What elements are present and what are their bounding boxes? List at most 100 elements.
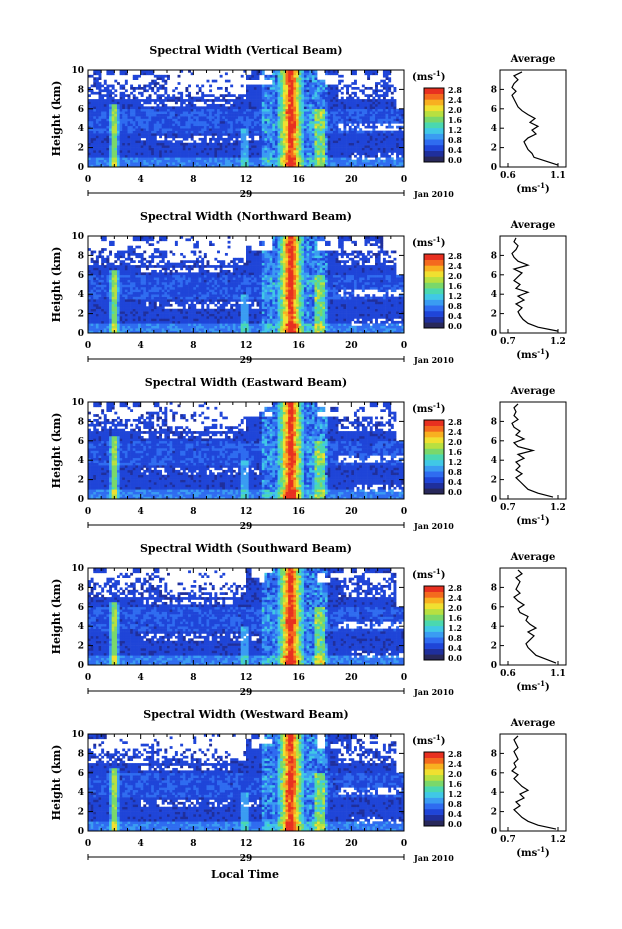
heatmap-cell [132, 135, 136, 139]
heatmap-cell [346, 130, 349, 134]
heatmap-cell [256, 164, 260, 168]
heatmap-cell [230, 111, 234, 114]
heatmap-cell [111, 118, 115, 122]
heatmap-cell [390, 91, 394, 95]
heatmap-cell [106, 255, 110, 259]
heatmap-cell [103, 103, 107, 107]
heatmap-cell [335, 113, 339, 117]
heatmap-cell [319, 113, 323, 117]
heatmap-cell [330, 72, 334, 76]
heatmap-cell [227, 106, 231, 110]
heatmap-cell [169, 130, 173, 134]
heatmap-cell [317, 147, 321, 151]
heatmap-cell [127, 157, 131, 161]
average-unit-base: (ms [516, 184, 537, 195]
heatmap-cell [222, 147, 226, 151]
heatmap-cell [198, 96, 202, 100]
heatmap-cell [98, 277, 102, 280]
heatmap-cell [145, 113, 149, 117]
heatmap-cell [177, 133, 181, 136]
heatmap-cell [385, 111, 389, 114]
heatmap-cell [317, 94, 321, 97]
heatmap-cell [143, 99, 147, 102]
heatmap-cell [367, 77, 371, 80]
heatmap-cell [167, 133, 170, 136]
heatmap-cell [174, 145, 178, 148]
heatmap-cell [351, 96, 355, 100]
heatmap-cell [377, 150, 381, 153]
heatmap-cell [377, 101, 381, 105]
heatmap-cell [348, 147, 352, 151]
heatmap-cell [388, 84, 392, 88]
heatmap-cell [380, 106, 384, 110]
heatmap-cell [106, 123, 110, 127]
heatmap-cell [145, 89, 149, 93]
heatmap-cell [327, 72, 331, 76]
heatmap-cell [161, 252, 165, 256]
heatmap-cell [130, 289, 134, 293]
heatmap-cell [256, 101, 260, 105]
heatmap-cell [172, 106, 176, 110]
heatmap-cell [130, 123, 134, 127]
heatmap-cell [259, 137, 263, 141]
heatmap-cell [93, 128, 97, 131]
heatmap-cell [138, 103, 141, 107]
heatmap-cell [132, 133, 136, 136]
heatmap-cell [222, 164, 226, 168]
heatmap-cell [259, 145, 263, 148]
heatmap-cell [98, 70, 102, 73]
heatmap-cell [298, 157, 302, 161]
heatmap-cell [161, 318, 165, 322]
heatmap-cell [132, 159, 136, 163]
heatmap-cell [88, 128, 91, 131]
heatmap-cell [164, 79, 168, 83]
heatmap-cell [322, 101, 326, 105]
heatmap-cell [375, 154, 378, 158]
heatmap-cell [188, 147, 191, 151]
heatmap-cell [151, 277, 155, 280]
heatmap-cell [348, 133, 352, 136]
heatmap-cell [209, 84, 213, 88]
heatmap-cell [296, 79, 299, 83]
heatmap-cell [130, 274, 134, 278]
heatmap-cell [140, 157, 144, 161]
heatmap-cell [367, 150, 371, 153]
heatmap-cell [122, 316, 126, 319]
heatmap-cell [101, 320, 105, 324]
heatmap-cell [114, 116, 118, 119]
heatmap-cell [177, 111, 181, 114]
heatmap-cell [264, 94, 268, 97]
heatmap-cell [301, 147, 305, 151]
heatmap-cell [222, 162, 226, 165]
heatmap-cell [340, 99, 344, 102]
heatmap-cell [182, 116, 186, 119]
heatmap-cell [148, 152, 152, 156]
heatmap-cell [111, 108, 115, 112]
colorbar-segment [424, 156, 444, 163]
heatmap-cell [101, 274, 105, 278]
heatmap-cell [209, 150, 213, 153]
heatmap-cell [377, 164, 381, 168]
heatmap-cell [224, 137, 228, 141]
heatmap-cell [306, 106, 310, 110]
heatmap-cell [143, 286, 147, 290]
heatmap-cell [240, 154, 244, 158]
heatmap-cell [151, 257, 155, 261]
heatmap-cell [303, 108, 307, 112]
heatmap-cell [109, 142, 112, 146]
heatmap-cell [93, 303, 97, 307]
heatmap-cell [380, 101, 384, 105]
colorbar-segment [424, 88, 444, 94]
heatmap-cell [298, 111, 302, 114]
heatmap-cell [288, 86, 292, 90]
heatmap-cell [124, 277, 128, 280]
heatmap-cell [103, 147, 107, 151]
heatmap-cell [253, 103, 257, 107]
heatmap-cell [109, 72, 112, 76]
heatmap-cell [261, 91, 265, 95]
heatmap-cell [248, 99, 252, 102]
heatmap-cell [269, 152, 273, 156]
heatmap-cell [396, 164, 400, 168]
heatmap-cell [401, 157, 405, 161]
heatmap-cell [140, 142, 144, 146]
